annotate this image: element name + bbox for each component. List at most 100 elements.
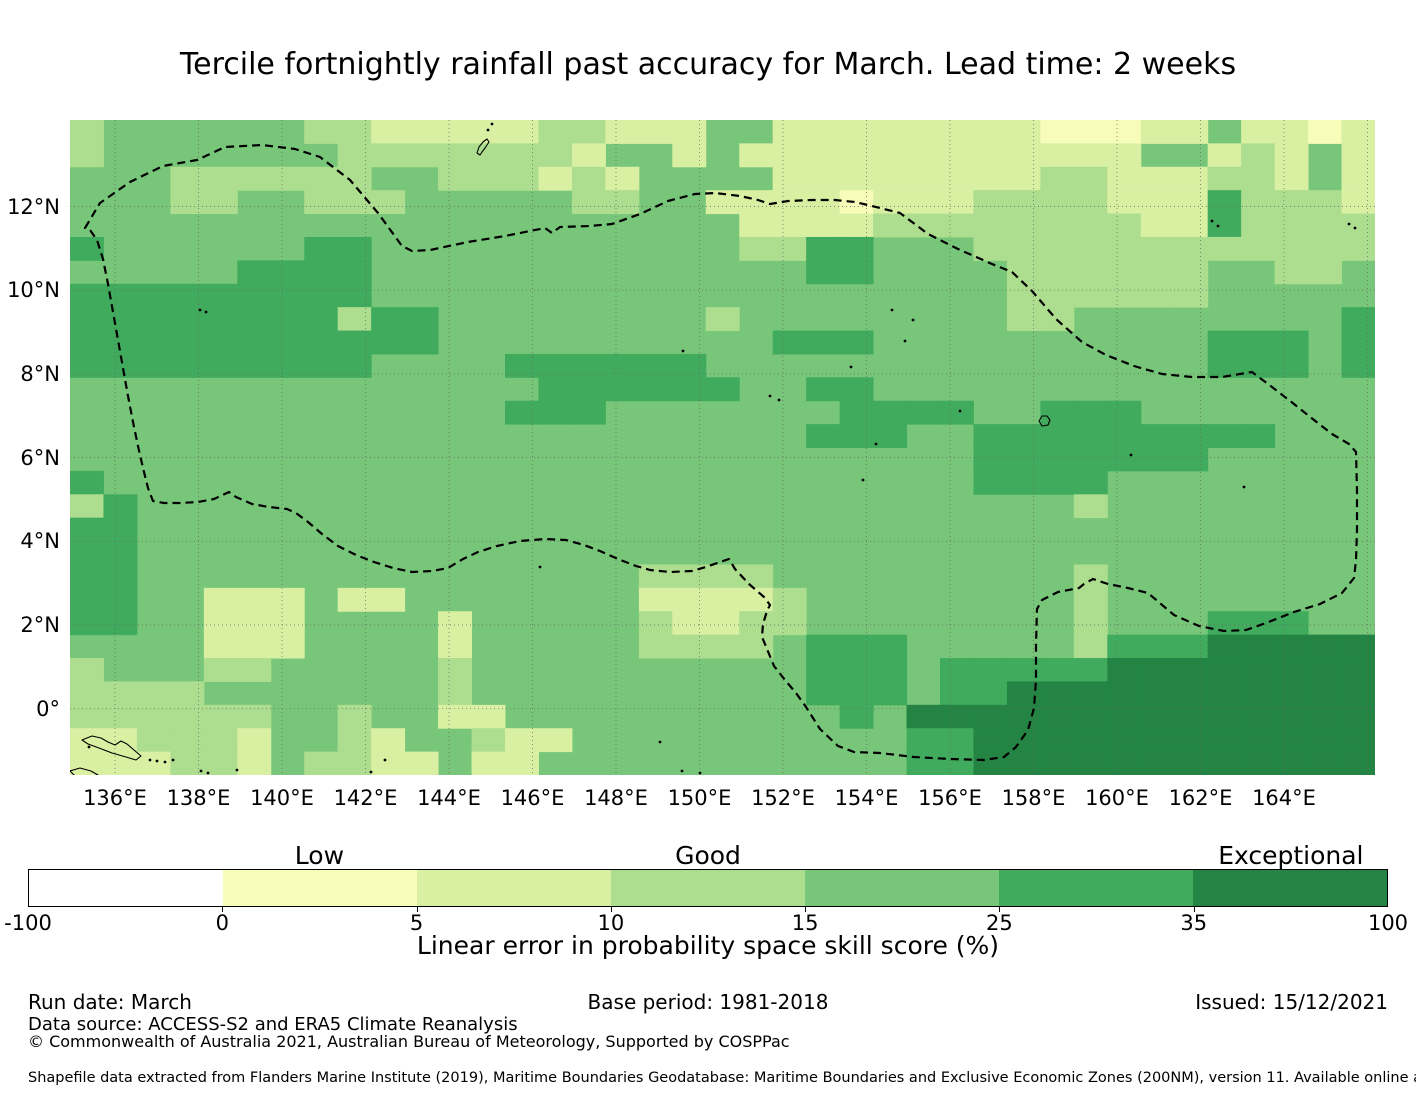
map-cell bbox=[337, 260, 372, 285]
map-cell bbox=[1174, 704, 1209, 729]
map-cell bbox=[1073, 400, 1108, 425]
y-tick-label: 10°N bbox=[7, 278, 60, 303]
map-cell bbox=[772, 120, 807, 144]
map-cell bbox=[806, 330, 841, 355]
map-cell bbox=[1341, 213, 1375, 238]
island-dot bbox=[1129, 453, 1133, 457]
map-cell bbox=[203, 166, 238, 191]
map-cell bbox=[873, 658, 908, 682]
colorbar-tick-label: 25 bbox=[986, 911, 1013, 935]
map-cell bbox=[337, 353, 372, 378]
map-cell bbox=[973, 447, 1008, 472]
map-cell bbox=[1107, 283, 1142, 308]
map-cell bbox=[1140, 681, 1175, 706]
map-cell bbox=[1274, 190, 1309, 215]
map-cell bbox=[839, 634, 874, 659]
colorbar-tick-mark bbox=[1193, 907, 1195, 912]
map-cell bbox=[973, 751, 1008, 775]
map-cell bbox=[1140, 424, 1175, 448]
map-cell bbox=[672, 143, 707, 168]
map-cell bbox=[1174, 658, 1209, 682]
island-dot bbox=[849, 365, 853, 369]
map-cell bbox=[203, 751, 238, 775]
map-cell bbox=[839, 330, 874, 355]
map-cell bbox=[1308, 190, 1343, 215]
map-cell bbox=[1140, 120, 1175, 144]
map-cell bbox=[571, 166, 606, 191]
map-cell bbox=[1073, 634, 1108, 659]
colorbar-tick-label: 35 bbox=[1180, 911, 1208, 935]
map-cell bbox=[471, 143, 506, 168]
map-cell bbox=[304, 190, 339, 215]
map-cell bbox=[806, 658, 841, 682]
map-cell bbox=[136, 283, 171, 308]
map-cell bbox=[940, 681, 974, 706]
map-cell bbox=[1241, 611, 1276, 636]
map-cell bbox=[538, 353, 573, 378]
map-cell bbox=[1140, 728, 1175, 753]
map-cell bbox=[1107, 190, 1142, 215]
colorbar-caption: Linear error in probability space skill … bbox=[416, 931, 1000, 960]
map-cell bbox=[806, 236, 841, 261]
map-cell bbox=[371, 587, 406, 612]
map-cell bbox=[1341, 190, 1375, 215]
map-cell bbox=[1040, 260, 1075, 285]
map-cell bbox=[1107, 166, 1142, 191]
island-dot bbox=[958, 409, 962, 413]
map-cell bbox=[672, 120, 707, 144]
map-cell bbox=[940, 704, 974, 729]
colorbar-tick-mark bbox=[416, 907, 418, 912]
map-cell bbox=[505, 166, 539, 191]
colorbar-tick-mark bbox=[610, 907, 612, 912]
map-cell bbox=[1107, 143, 1142, 168]
map-cell bbox=[906, 704, 941, 729]
map-cell bbox=[973, 704, 1008, 729]
map-cell bbox=[705, 587, 740, 612]
map-cell bbox=[70, 681, 104, 706]
x-tick-label: 138°E bbox=[166, 786, 231, 810]
map-cell bbox=[170, 751, 205, 775]
colorbar-tick-label: 10 bbox=[597, 911, 625, 935]
map-cell bbox=[1140, 283, 1175, 308]
x-tick-label: 150°E bbox=[667, 786, 732, 810]
map-cell bbox=[1174, 681, 1209, 706]
data-source-text: Data source: ACCESS-S2 and ERA5 Climate … bbox=[28, 1014, 518, 1035]
map-cell bbox=[70, 587, 104, 612]
island-dot bbox=[777, 398, 781, 402]
map-cell bbox=[1241, 236, 1276, 261]
map-cell bbox=[304, 283, 339, 308]
map-cell bbox=[270, 307, 305, 332]
map-cell bbox=[438, 611, 473, 636]
y-tick-label: 12°N bbox=[7, 194, 60, 219]
map-cell bbox=[103, 330, 138, 355]
island-dot bbox=[490, 122, 494, 126]
map-cell bbox=[940, 166, 974, 191]
map-cell bbox=[873, 400, 908, 425]
map-cell bbox=[973, 143, 1008, 168]
map-cell bbox=[772, 166, 807, 191]
map-cell bbox=[1040, 213, 1075, 238]
map-cell bbox=[1174, 751, 1209, 775]
map-cell bbox=[638, 120, 673, 144]
island-dot bbox=[206, 771, 210, 775]
map-cell bbox=[1274, 611, 1309, 636]
map-cell bbox=[1241, 330, 1276, 355]
map-cell bbox=[973, 236, 1008, 261]
map-cell bbox=[70, 658, 104, 682]
map-cell bbox=[873, 213, 908, 238]
map-cell bbox=[103, 283, 138, 308]
map-cell bbox=[638, 611, 673, 636]
map-cell bbox=[471, 120, 506, 144]
map-cell bbox=[103, 587, 138, 612]
map-cell bbox=[103, 681, 138, 706]
map-cell bbox=[1274, 260, 1309, 285]
map-cell bbox=[1040, 704, 1075, 729]
map-cell bbox=[1274, 658, 1309, 682]
map-cell bbox=[237, 283, 272, 308]
colorbar-tick-label: 100 bbox=[1367, 911, 1409, 935]
map-cell bbox=[70, 494, 104, 519]
map-cell bbox=[1274, 143, 1309, 168]
map-cell bbox=[136, 330, 171, 355]
map-cell bbox=[1040, 120, 1075, 144]
map-cell bbox=[337, 166, 372, 191]
